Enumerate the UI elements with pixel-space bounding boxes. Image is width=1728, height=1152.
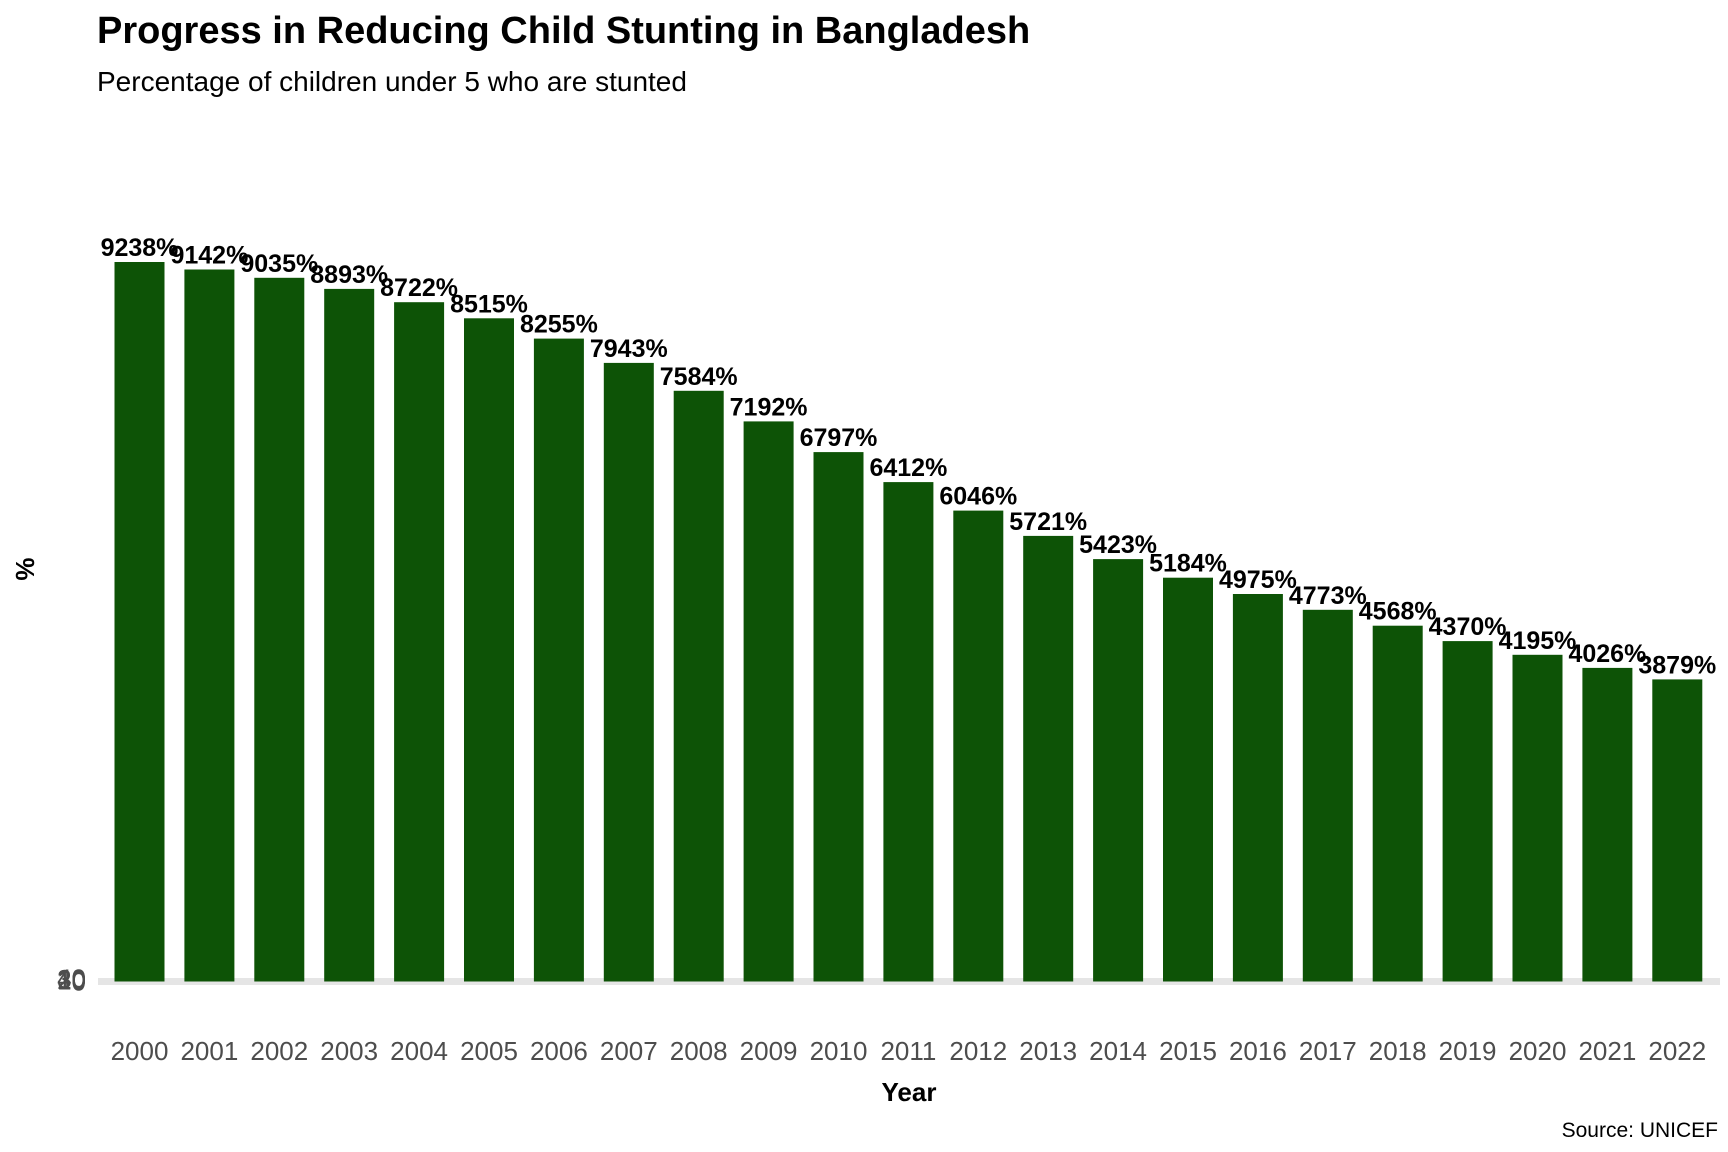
bar-label-2013: 5721%	[1009, 508, 1087, 536]
x-tick-label-2012: 2012	[949, 1036, 1007, 1066]
bar-labels-group: 9238%9142%9035%8893%8722%8515%8255%7943%…	[101, 234, 1717, 679]
x-tick-label-2006: 2006	[530, 1036, 588, 1066]
chart-subtitle: Percentage of children under 5 who are s…	[97, 66, 687, 97]
y-tick-label-20: 20	[57, 965, 86, 995]
x-tick-label-2009: 2009	[740, 1036, 798, 1066]
bar-2005	[464, 318, 514, 982]
bar-label-2016: 4975%	[1219, 566, 1297, 594]
x-tick-label-2000: 2000	[111, 1036, 169, 1066]
bar-2018	[1372, 625, 1423, 982]
y-tick-label-10: 10	[57, 966, 86, 996]
bar-label-2022: 3879%	[1638, 651, 1716, 679]
x-tick-label-2018: 2018	[1369, 1036, 1427, 1066]
x-tick-label-2015: 2015	[1159, 1036, 1217, 1066]
bar-2007	[603, 362, 654, 982]
x-tick-label-2001: 2001	[180, 1036, 238, 1066]
x-tick-label-2010: 2010	[810, 1036, 868, 1066]
bar-label-2011: 6412%	[869, 454, 947, 482]
bar-label-2003: 8893%	[310, 261, 388, 289]
bar-label-2004: 8722%	[380, 274, 458, 302]
bar-2008	[673, 390, 724, 982]
x-tick-label-2014: 2014	[1089, 1036, 1147, 1066]
chart-title: Progress in Reducing Child Stunting in B…	[97, 10, 1031, 52]
bar-2000	[114, 262, 165, 982]
bar-2021	[1582, 667, 1633, 982]
x-tick-label-2011: 2011	[880, 1036, 936, 1066]
y-tick-label-0: 0	[72, 967, 86, 997]
x-tick-label-2004: 2004	[390, 1036, 448, 1066]
bar-label-2002: 9035%	[240, 250, 318, 278]
bar-2006	[533, 338, 584, 982]
bar-label-2015: 5184%	[1149, 550, 1227, 578]
bar-label-2008: 7584%	[660, 363, 738, 391]
bar-label-2019: 4370%	[1429, 613, 1507, 641]
x-tick-label-2008: 2008	[670, 1036, 728, 1066]
x-tick-label-2016: 2016	[1229, 1036, 1287, 1066]
x-tick-label-2022: 2022	[1648, 1036, 1706, 1066]
bars-group	[114, 262, 1703, 982]
bar-label-2021: 4026%	[1568, 640, 1646, 668]
bar-label-2000: 9238%	[101, 234, 179, 262]
bar-label-2009: 7192%	[730, 393, 808, 421]
chart-caption: Source: UNICEF	[1562, 1119, 1718, 1142]
bar-label-2006: 8255%	[520, 311, 598, 339]
bar-2015	[1163, 577, 1213, 982]
bar-label-2020: 4195%	[1499, 627, 1577, 655]
bar-label-2010: 6797%	[800, 424, 878, 452]
x-tick-label-2005: 2005	[460, 1036, 518, 1066]
bar-label-2018: 4568%	[1359, 598, 1437, 626]
bar-label-2001: 9142%	[170, 242, 248, 270]
x-tick-label-2021: 2021	[1578, 1036, 1636, 1066]
bar-2016	[1232, 594, 1283, 982]
bar-2003	[324, 288, 375, 982]
bar-2012	[953, 510, 1004, 982]
bar-label-2012: 6046%	[939, 483, 1017, 511]
y-axis-title: %	[10, 557, 40, 580]
bar-2020	[1512, 654, 1563, 982]
bar-2001	[184, 269, 235, 982]
y-tick-label-30: 30	[57, 964, 86, 994]
x-tick-label-2017: 2017	[1299, 1036, 1357, 1066]
bar-2013	[1023, 535, 1074, 982]
bar-2014	[1093, 559, 1144, 982]
bar-2019	[1442, 641, 1493, 982]
x-tick-label-2002: 2002	[250, 1036, 308, 1066]
x-tick-label-2007: 2007	[600, 1036, 658, 1066]
x-axis-ticks: 2000 2001 2002 2003 2004 2005 2006 2007 2008 2009…	[111, 1036, 1707, 1066]
bar-2011	[883, 482, 934, 982]
bar-label-2007: 7943%	[590, 335, 668, 363]
bar-2009	[743, 421, 794, 982]
bar-label-2005: 8515%	[450, 290, 528, 318]
bar-label-2017: 4773%	[1289, 582, 1367, 610]
x-tick-label-2019: 2019	[1439, 1036, 1497, 1066]
x-tick-label-2003: 2003	[320, 1036, 378, 1066]
bar-label-2014: 5423%	[1079, 531, 1157, 559]
x-axis-title: Year	[882, 1077, 937, 1107]
bar-2002	[254, 277, 305, 982]
bar-2022	[1652, 679, 1703, 982]
x-tick-label-2020: 2020	[1509, 1036, 1567, 1066]
x-tick-label-2013: 2013	[1019, 1036, 1077, 1066]
bar-2010	[813, 452, 864, 982]
y-tick-label-40: 40	[57, 963, 86, 993]
bar-2004	[394, 302, 445, 982]
bar-2017	[1302, 609, 1353, 982]
